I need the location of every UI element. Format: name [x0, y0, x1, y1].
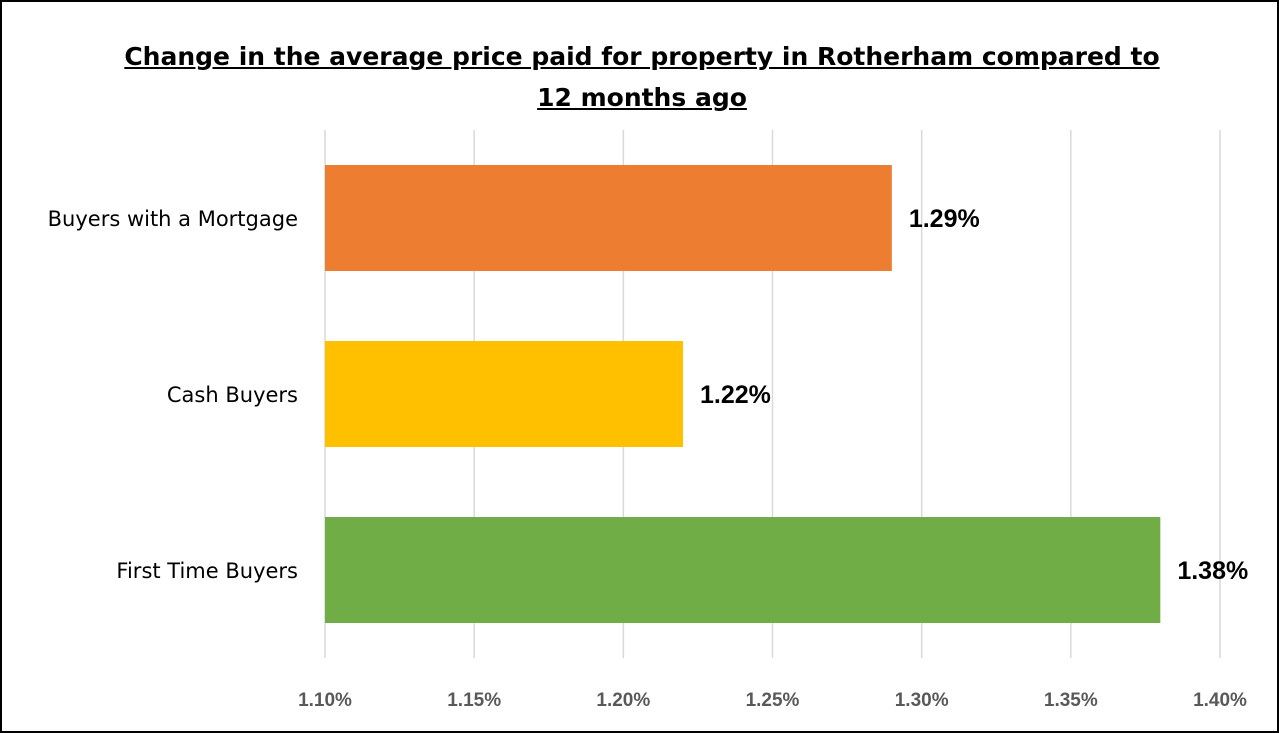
- data-label: 1.38%: [1177, 557, 1248, 585]
- chart-title: Change in the average price paid for pro…: [2, 36, 1277, 118]
- x-tick-label: 1.40%: [1193, 690, 1247, 711]
- bar: [325, 341, 683, 447]
- x-tick-label: 1.10%: [298, 690, 352, 711]
- chart-title-line-1: Change in the average price paid for pro…: [124, 42, 1160, 71]
- x-tick-label: 1.20%: [596, 690, 650, 711]
- bar: [325, 517, 1161, 623]
- x-tick-label: 1.35%: [1044, 690, 1098, 711]
- chart-title-line-2: 12 months ago: [537, 83, 747, 112]
- x-tick-label: 1.25%: [746, 690, 800, 711]
- category-label: First Time Buyers: [116, 559, 298, 583]
- x-tick-label: 1.30%: [895, 690, 949, 711]
- category-label: Cash Buyers: [167, 383, 298, 407]
- bar: [325, 165, 892, 271]
- x-tick-label: 1.15%: [447, 690, 501, 711]
- data-label: 1.22%: [700, 381, 771, 409]
- data-label: 1.29%: [909, 205, 980, 233]
- category-label: Buyers with a Mortgage: [48, 207, 298, 231]
